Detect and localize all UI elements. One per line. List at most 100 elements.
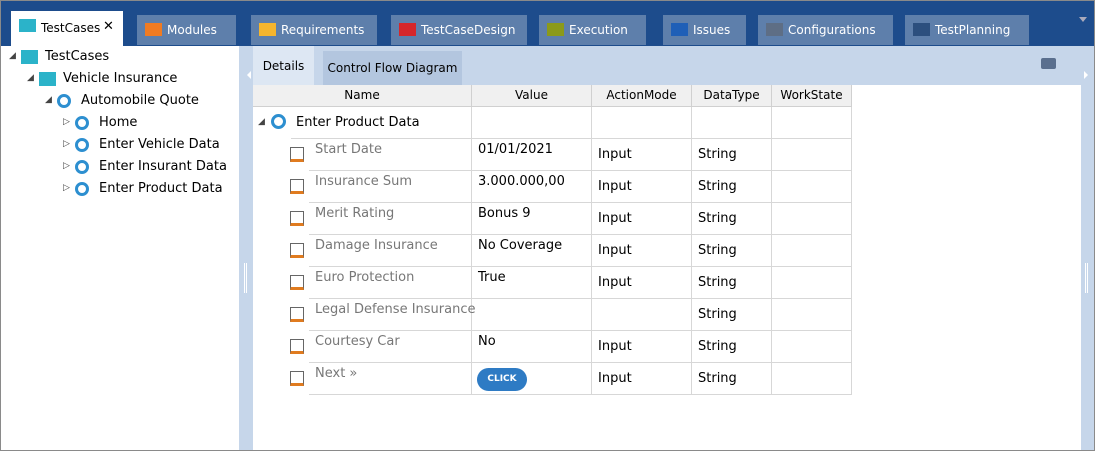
action-mode-cell: Input [592, 235, 692, 267]
print-icon[interactable] [1041, 58, 1056, 69]
work-state-cell [772, 299, 852, 331]
tab[interactable]: Requirements [251, 15, 377, 45]
value-cell[interactable]: No [472, 331, 592, 363]
tab-icon [399, 23, 416, 36]
action-mode-cell [592, 299, 692, 331]
action-mode-cell: Input [592, 139, 692, 171]
value-cell[interactable]: Bonus 9 [472, 203, 592, 235]
cell [772, 107, 852, 139]
data-type-cell: String [692, 267, 772, 299]
detail-tab[interactable]: Details [253, 46, 314, 85]
tree-icon [75, 160, 89, 174]
value-cell[interactable]: 3.000.000,00 [472, 171, 592, 203]
data-type-cell: String [692, 139, 772, 171]
name-cell: Euro Protection [309, 267, 472, 299]
cell [692, 107, 772, 139]
cell [472, 107, 592, 139]
tree-icon [75, 182, 89, 196]
tree-expander: ▷ [63, 161, 70, 171]
tree-expander: ▷ [63, 183, 70, 193]
tree-icon [57, 94, 71, 108]
row-icon [290, 371, 304, 386]
name-cell: Start Date [309, 139, 472, 171]
value-cell[interactable]: No Coverage [472, 235, 592, 267]
tab[interactable]: TestPlanning [905, 15, 1029, 45]
name-cell: Courtesy Car [309, 331, 472, 363]
column-header: ActionMode [592, 85, 692, 107]
tree-expander: ◢ [27, 73, 34, 83]
collapse-left[interactable] [243, 71, 251, 79]
value-cell[interactable] [472, 299, 592, 331]
name-cell: Merit Rating [309, 203, 472, 235]
action-mode-cell: Input [592, 363, 692, 395]
tab[interactable]: Configurations [758, 15, 893, 45]
tab[interactable]: TestCases [11, 11, 123, 46]
tree-icon [75, 138, 89, 152]
work-state-cell [772, 235, 852, 267]
data-type-cell: String [692, 203, 772, 235]
row-icon [290, 275, 304, 290]
value-cell[interactable] [472, 363, 592, 395]
tree-node[interactable]: Automobile Quote [81, 93, 199, 108]
cell [592, 107, 692, 139]
table-area [253, 85, 1081, 450]
row-icon [290, 307, 304, 322]
tree-node[interactable]: Vehicle Insurance [63, 71, 178, 86]
tree-node[interactable]: Enter Product Data [99, 181, 223, 196]
work-state-cell [772, 203, 852, 235]
row-icon [290, 243, 304, 258]
name-cell: Next » [309, 363, 472, 395]
tab[interactable]: Modules [137, 15, 236, 45]
column-header: Name [253, 85, 472, 107]
row-icon [290, 211, 304, 226]
tab-icon [913, 23, 930, 36]
group-row: Enter Product Data [291, 107, 472, 139]
splitter [1085, 263, 1088, 293]
tree-node[interactable]: Enter Vehicle Data [99, 137, 220, 152]
tab[interactable]: Issues [663, 15, 746, 45]
name-cell: Damage Insurance [309, 235, 472, 267]
column-header: DataType [692, 85, 772, 107]
data-type-cell: String [692, 363, 772, 395]
tree-expander: ◢ [45, 95, 52, 105]
action-mode-cell: Input [592, 171, 692, 203]
row-icon [290, 339, 304, 354]
data-type-cell: String [692, 331, 772, 363]
column-header: Value [472, 85, 592, 107]
tab[interactable]: Execution [539, 15, 646, 45]
data-type-cell: String [692, 171, 772, 203]
tree-node[interactable]: Enter Insurant Data [99, 159, 227, 174]
value-cell[interactable]: 01/01/2021 [472, 139, 592, 171]
value-cell[interactable]: True [472, 267, 592, 299]
tree-node[interactable]: TestCases [45, 49, 110, 64]
tab-icon [19, 19, 36, 32]
tab-close[interactable]: ✕ [103, 19, 114, 34]
work-state-cell [772, 267, 852, 299]
work-state-cell [772, 331, 852, 363]
tree-expander: ▷ [63, 117, 70, 127]
action-mode-cell: Input [592, 267, 692, 299]
work-state-cell [772, 139, 852, 171]
work-state-cell [772, 171, 852, 203]
group-expander: ◢ [258, 117, 265, 127]
data-type-cell: String [692, 299, 772, 331]
tree-icon [39, 72, 56, 86]
tab-menu[interactable] [1079, 17, 1087, 26]
detail-tab[interactable]: Control Flow Diagram [323, 51, 462, 85]
data-type-cell: String [692, 235, 772, 267]
tree-icon [75, 116, 89, 130]
tab-icon [547, 23, 564, 36]
name-cell: Legal Defense Insurance [309, 299, 475, 331]
action-mode-cell: Input [592, 203, 692, 235]
tree-node[interactable]: Home [99, 115, 138, 130]
row-icon [290, 147, 304, 162]
tab-icon [671, 23, 688, 36]
name-cell: Insurance Sum [309, 171, 472, 203]
tab[interactable]: TestCaseDesign [391, 15, 527, 45]
tree-expander: ◢ [9, 51, 16, 61]
work-state-cell [772, 363, 852, 395]
collapse-right[interactable] [1084, 71, 1092, 79]
row-icon [290, 179, 304, 194]
click-button[interactable]: CLICK [477, 368, 527, 391]
